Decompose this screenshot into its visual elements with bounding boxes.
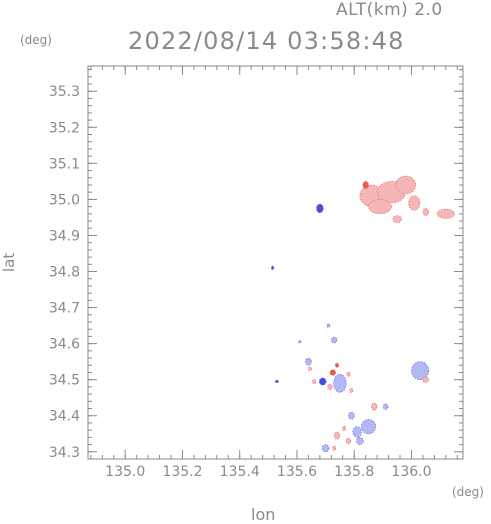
- echo-cell-2: [395, 175, 417, 195]
- x-axis-label: lon: [251, 505, 276, 524]
- echo-cell-28: [371, 402, 378, 411]
- y-tick-label: 34.8: [49, 265, 80, 281]
- echo-cell-21: [312, 378, 317, 384]
- echo-cell-17: [333, 373, 347, 393]
- y-tick-label: 34.7: [49, 301, 80, 317]
- timestamp: 2022/08/14 03:58:48: [128, 27, 405, 55]
- y-tick-label: 35.0: [49, 192, 80, 208]
- y-tick-label: 34.9: [49, 228, 80, 244]
- echo-cell-31: [352, 426, 362, 438]
- echo-cell-32: [356, 437, 364, 445]
- echo-cell-13: [305, 357, 312, 366]
- echo-cell-8: [362, 181, 369, 189]
- x-tick-label: 135.2: [162, 464, 202, 480]
- x-unit-label: (deg): [452, 485, 484, 499]
- echo-cell-20: [327, 383, 333, 391]
- y-tick-label: 34.6: [49, 337, 80, 353]
- echo-cell-3: [368, 199, 392, 215]
- echo-cell-18: [329, 369, 336, 376]
- x-tick-label: 135.0: [105, 464, 145, 480]
- y-tick-label: 35.2: [49, 120, 80, 136]
- echo-cell-29: [383, 403, 389, 410]
- echo-cell-26: [422, 376, 429, 383]
- echo-cell-22: [346, 371, 351, 377]
- echo-cell-35: [321, 444, 330, 453]
- altitude-label: ALT(km) 2.0: [336, 0, 443, 20]
- echo-cell-34: [342, 425, 347, 431]
- y-tick-label: 34.4: [49, 409, 80, 425]
- y-unit-label: (deg): [20, 33, 52, 47]
- echo-cell-24: [274, 379, 279, 383]
- echo-cell-36: [333, 431, 341, 440]
- y-tick-label: 35.3: [49, 84, 80, 100]
- y-tick-label: 35.1: [49, 156, 80, 172]
- plot-axes: 135.0 135.2 135.4 135.6 135.8 136.0 34.3 34.4 34…: [49, 65, 464, 480]
- echo-cell-7: [436, 208, 455, 219]
- echo-cells: [271, 175, 455, 453]
- x-tick-label: 135.4: [220, 464, 260, 480]
- echo-cell-27: [348, 411, 355, 420]
- echo-cell-16: [334, 362, 339, 368]
- echo-cell-14: [307, 366, 312, 372]
- x-tick-label: 136.0: [391, 464, 431, 480]
- echo-cell-30: [360, 419, 376, 435]
- echo-cell-37: [332, 445, 337, 451]
- y-tick-label: 34.5: [49, 373, 80, 389]
- echo-cell-12: [298, 340, 302, 344]
- x-tick-label: 135.8: [334, 464, 374, 480]
- echo-cell-6: [422, 208, 429, 216]
- echo-cell-11: [326, 323, 331, 328]
- echo-cell-9: [316, 203, 324, 213]
- y-tick-label: 34.3: [49, 445, 80, 461]
- x-tick-label: 135.6: [277, 464, 317, 480]
- echo-cell-5: [392, 215, 402, 224]
- echo-cell-4: [408, 195, 421, 211]
- plot-frame: [87, 65, 464, 460]
- echo-cell-19: [319, 377, 327, 386]
- echo-cell-15: [331, 336, 338, 344]
- echo-cell-10: [271, 265, 275, 271]
- echo-cell-33: [345, 437, 352, 445]
- echo-cell-25: [411, 361, 430, 381]
- echo-cell-23: [349, 387, 354, 393]
